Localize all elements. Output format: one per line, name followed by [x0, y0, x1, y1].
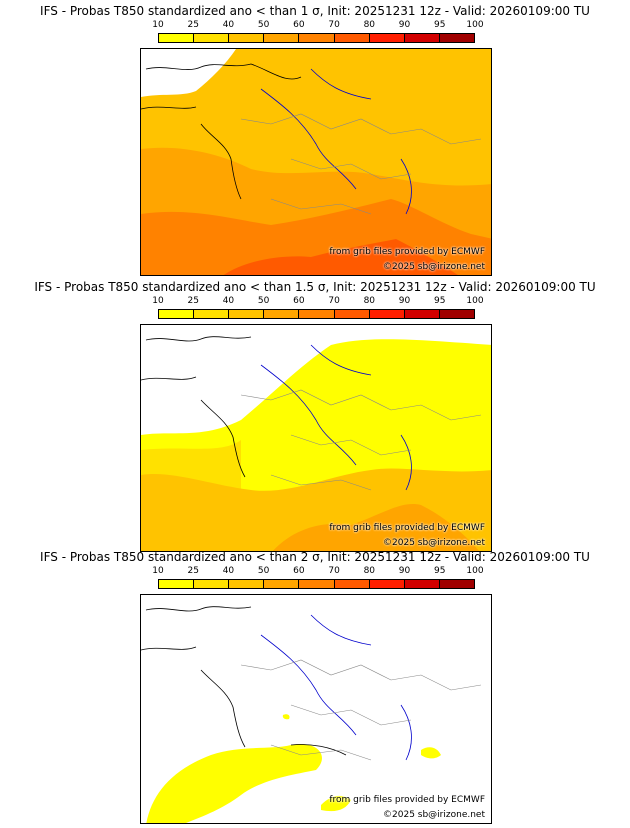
credit-copyright: ©2025 sb@irizone.net	[383, 262, 485, 272]
colorbar-tick: 60	[293, 566, 305, 576]
colorbar-tick: 10	[152, 566, 164, 576]
colorbar-tick: 95	[434, 296, 446, 306]
colorbar-tick: 95	[434, 566, 446, 576]
colorbar-swatch	[194, 34, 230, 42]
colorbar-swatch	[369, 580, 405, 588]
colorbar-tick: 100	[466, 20, 484, 30]
map-canvas	[141, 595, 491, 823]
colorbar-swatch	[159, 34, 195, 42]
colorbar-swatch	[264, 580, 300, 588]
colorbar-tick: 70	[328, 296, 340, 306]
border-lines	[240, 113, 482, 215]
colorbar-tick: 10	[152, 20, 164, 30]
coastline	[141, 63, 302, 200]
colorbar-swatch	[404, 580, 440, 588]
colorbar-swatch	[404, 34, 440, 42]
colorbar-tick: 100	[466, 296, 484, 306]
river	[260, 344, 412, 491]
colorbar-tick: 100	[466, 566, 484, 576]
colorbar-tick: 50	[257, 566, 270, 576]
colorbar-tick: 60	[293, 296, 305, 306]
panel-1sigma: IFS - Probas T850 standardized ano < tha…	[0, 0, 630, 276]
credit-source: from grib files provided by ECMWF	[329, 247, 485, 257]
panel-title: IFS - Probas T850 standardized ano < tha…	[40, 550, 590, 564]
colorbar-tick: 70	[328, 566, 340, 576]
colorbar	[158, 309, 475, 319]
colorbar-swatch	[404, 310, 440, 318]
colorbar-tick: 90	[398, 566, 411, 576]
colorbar-tick: 90	[398, 296, 411, 306]
coastline	[141, 606, 347, 756]
panel-1-5sigma: IFS - Probas T850 standardized ano < tha…	[0, 276, 630, 552]
field-level-1	[146, 744, 322, 823]
colorbar-swatch	[299, 310, 335, 318]
colorbar-tick: 80	[363, 566, 376, 576]
colorbar-tick: 25	[187, 296, 199, 306]
colorbar-tick: 50	[257, 296, 270, 306]
colorbar-swatch	[159, 580, 195, 588]
colorbar-swatch	[299, 580, 335, 588]
colorbar-tick: 40	[222, 20, 235, 30]
colorbar-swatch	[194, 310, 230, 318]
colorbar-swatch	[334, 34, 370, 42]
colorbar-tick: 60	[293, 20, 305, 30]
field-level-4	[223, 239, 458, 275]
colorbar-swatch	[264, 310, 300, 318]
panel-2sigma: IFS - Probas T850 standardized ano < tha…	[0, 546, 630, 824]
credit-copyright: ©2025 sb@irizone.net	[383, 538, 485, 548]
colorbar-tick: 80	[363, 20, 376, 30]
colorbar	[158, 579, 475, 589]
river	[260, 614, 412, 761]
sea-area	[141, 49, 236, 97]
colorbar	[158, 33, 475, 43]
river	[260, 68, 412, 215]
field-level-4	[272, 504, 480, 551]
colorbar-swatch	[369, 34, 405, 42]
colorbar-tick: 10	[152, 296, 164, 306]
colorbar-swatch	[334, 310, 370, 318]
colorbar-swatch	[229, 34, 265, 42]
credit-source: from grib files provided by ECMWF	[329, 795, 485, 805]
colorbar-tick: 95	[434, 20, 446, 30]
colorbar-tick: 25	[187, 20, 199, 30]
colorbar-swatch	[159, 310, 195, 318]
map-canvas	[141, 49, 491, 275]
colorbar-ticks: 10 25 40 50 60 70 80 90 95 100	[152, 566, 483, 578]
colorbar-swatch	[334, 580, 370, 588]
colorbar-swatch	[194, 580, 230, 588]
border-lines	[240, 659, 482, 761]
panel-title: IFS - Probas T850 standardized ano < tha…	[40, 4, 590, 18]
credit-source: from grib files provided by ECMWF	[329, 523, 485, 533]
colorbar-tick: 70	[328, 20, 340, 30]
credit-copyright: ©2025 sb@irizone.net	[383, 810, 485, 820]
colorbar-swatch	[369, 310, 405, 318]
colorbar-swatch	[439, 580, 474, 588]
colorbar-swatch	[439, 34, 474, 42]
probability-map: from grib files provided by ECMWF ©2025 …	[140, 594, 492, 824]
probability-map: from grib files provided by ECMWF ©2025 …	[140, 324, 492, 552]
colorbar-tick: 50	[257, 20, 270, 30]
colorbar-ticks: 10 25 40 50 60 70 80 90 95 100	[152, 296, 483, 308]
border-lines	[240, 389, 482, 491]
colorbar-tick: 25	[187, 566, 199, 576]
panel-title: IFS - Probas T850 standardized ano < tha…	[34, 280, 596, 294]
colorbar-tick: 90	[398, 20, 411, 30]
colorbar-swatch	[264, 34, 300, 42]
colorbar-tick: 40	[222, 566, 235, 576]
colorbar-swatch	[299, 34, 335, 42]
colorbar-tick: 80	[363, 296, 376, 306]
probability-map: from grib files provided by ECMWF ©2025 …	[140, 48, 492, 276]
map-canvas	[141, 325, 491, 551]
colorbar-ticks: 10 25 40 50 60 70 80 90 95 100	[152, 20, 483, 32]
coastline	[141, 336, 252, 478]
colorbar-swatch	[229, 580, 265, 588]
colorbar-tick: 40	[222, 296, 235, 306]
colorbar-swatch	[439, 310, 474, 318]
colorbar-swatch	[229, 310, 265, 318]
